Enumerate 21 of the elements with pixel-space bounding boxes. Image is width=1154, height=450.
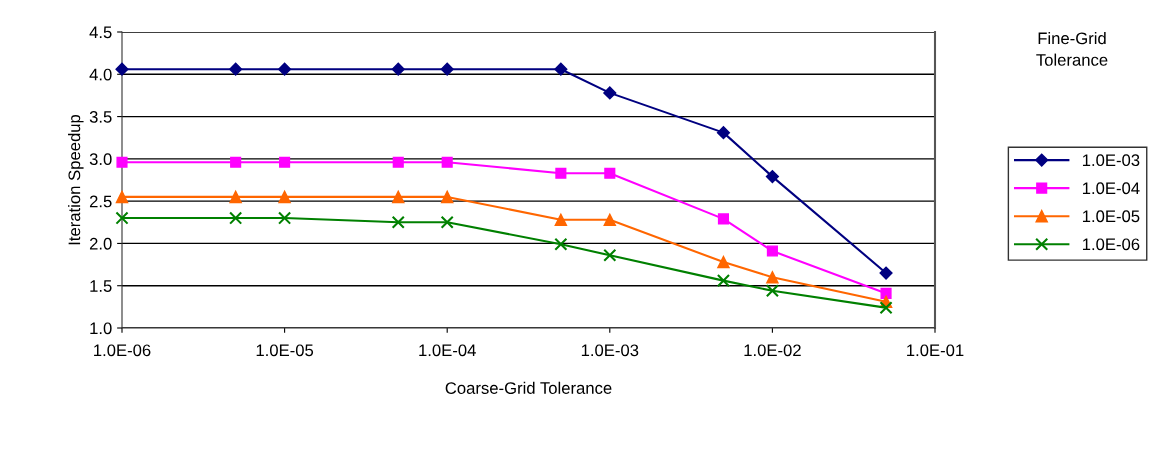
x-tick-label: 1.0E-01 (907, 344, 964, 357)
x-tick-label: 1.0E-02 (744, 344, 801, 357)
legend-label: 1.0E-03 (1082, 154, 1140, 167)
y-tick-label: 1.5 (90, 280, 112, 292)
y-tick-label: 1.0 (90, 322, 112, 335)
y-axis-title: Iteration Speedup (68, 114, 84, 245)
legend-label: 1.0E-06 (1082, 238, 1140, 251)
y-tick-label: 4.5 (89, 26, 112, 39)
x-tick-label: 1.0E-05 (256, 344, 314, 357)
y-tick-label: 2.5 (89, 195, 112, 208)
y-tick-label: 2.0 (89, 237, 112, 250)
legend-label: 1.0E-05 (1082, 210, 1140, 223)
x-tick-label: 1.0E-03 (581, 344, 639, 357)
x-tick-label: 1.0E-04 (419, 344, 476, 357)
x-axis-title: Coarse-Grid Tolerance (445, 381, 612, 394)
legend-title: Fine-Grid Tolerance (1036, 32, 1108, 66)
x-tick-label: 1.0E-06 (94, 344, 151, 357)
y-tick-label: 4.0 (89, 68, 112, 81)
legend-label: 1.0E-04 (1082, 182, 1140, 195)
y-tick-label: 3.5 (89, 110, 112, 123)
y-tick-label: 3.0 (89, 153, 112, 166)
